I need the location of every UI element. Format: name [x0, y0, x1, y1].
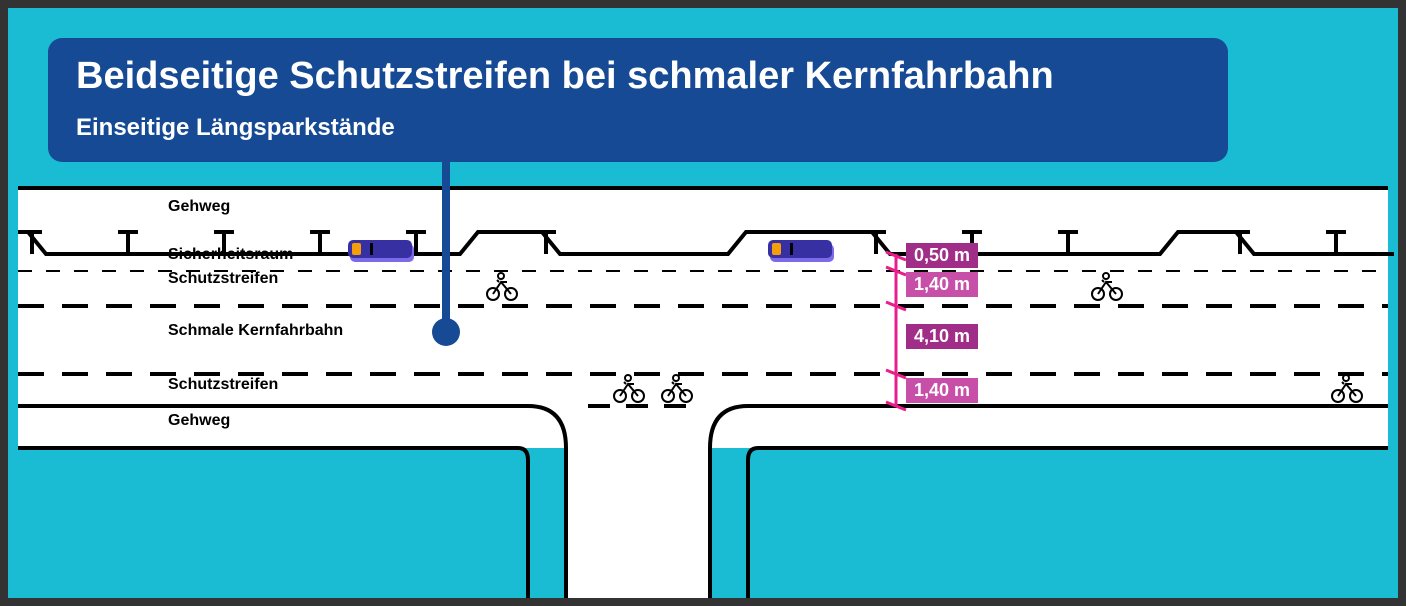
label-core: Schmale Kernfahrbahn: [168, 322, 343, 340]
label-gehweg-top: Gehweg: [168, 198, 230, 216]
intersection-road: [566, 406, 710, 598]
title: Beidseitige Schutzstreifen bei schmaler …: [76, 54, 1200, 100]
title-box: Beidseitige Schutzstreifen bei schmaler …: [48, 38, 1228, 162]
label-gehweg-bot: Gehweg: [168, 412, 230, 430]
dim-safety: 0,50 m: [906, 243, 978, 268]
label-protect-top: Schutzstreifen: [168, 270, 278, 288]
callout-dot: [432, 318, 460, 346]
subtitle: Einseitige Längsparkstände: [76, 114, 1200, 142]
car-icon: [768, 240, 834, 262]
label-protect-bot: Schutzstreifen: [168, 376, 278, 394]
dim-protect-bot: 1,40 m: [906, 378, 978, 403]
callout-stem: [442, 158, 450, 328]
label-safety: Sicherheitsraum: [168, 246, 293, 264]
dim-protect-top: 1,40 m: [906, 272, 978, 297]
diagram-canvas: Gehweg Sicherheitsraum Schutzstreifen Sc…: [8, 8, 1398, 598]
dim-core: 4,10 m: [906, 324, 978, 349]
car-icon: [348, 240, 414, 262]
